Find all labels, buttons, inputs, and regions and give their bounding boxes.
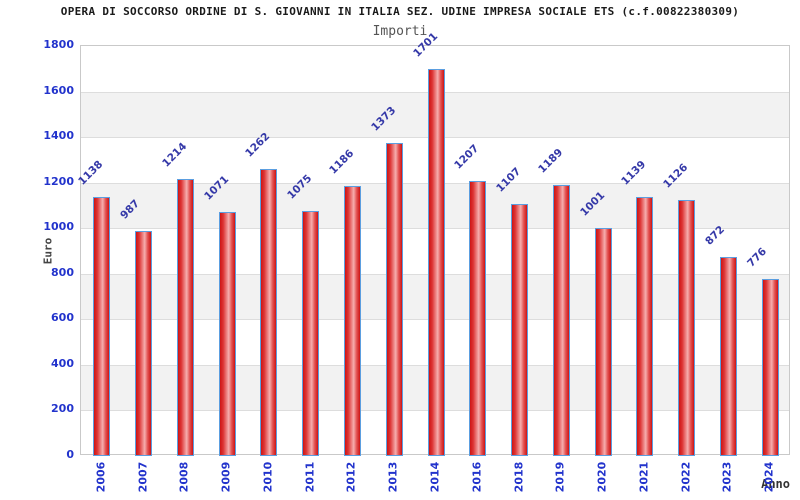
bar-2018 <box>511 203 529 456</box>
y-tick-label: 1400 <box>43 129 74 143</box>
bar-2007 <box>135 231 153 456</box>
x-tick-label: 2020 <box>595 461 609 493</box>
x-tick-label: 2011 <box>303 461 317 493</box>
y-axis-title: Euro <box>41 237 55 265</box>
y-tick-label: 0 <box>66 448 74 461</box>
x-tick-label: 2024 <box>762 461 776 493</box>
bar-2012 <box>343 185 361 456</box>
y-tick-label: 800 <box>51 265 74 279</box>
y-tick-label: 200 <box>51 402 74 416</box>
y-tick-label: 1600 <box>43 83 74 97</box>
bar-2021 <box>636 196 654 456</box>
x-tick-label: 2012 <box>344 461 358 493</box>
bar-2019 <box>552 185 570 456</box>
x-tick-label: 2014 <box>428 461 442 493</box>
chart-subtitle: Importi <box>372 24 428 39</box>
bar-2022 <box>678 199 696 456</box>
x-tick-label: 2022 <box>679 461 693 493</box>
x-tick-label: 2007 <box>136 461 150 493</box>
x-tick-label: 2023 <box>720 461 734 493</box>
bar-2013 <box>385 143 403 456</box>
x-tick-label: 2019 <box>553 461 567 493</box>
y-tick-label: 1000 <box>43 220 74 234</box>
y-tick-label: 1800 <box>43 38 74 51</box>
bar-2008 <box>176 179 194 456</box>
bar-2016 <box>469 181 487 456</box>
plot-area <box>80 45 790 456</box>
bar-2020 <box>594 227 612 456</box>
x-axis-title: Anno <box>761 477 790 491</box>
bar-2023 <box>719 257 737 456</box>
x-tick-label: 2010 <box>261 461 275 493</box>
x-tick-label: 2016 <box>470 461 484 493</box>
x-tick-label: 2009 <box>219 461 233 493</box>
y-tick-label: 1200 <box>43 174 74 188</box>
x-tick-label: 2021 <box>637 461 651 493</box>
bar-2024 <box>761 279 779 456</box>
bar-2010 <box>260 168 278 456</box>
bar-2009 <box>218 212 236 456</box>
y-tick-label: 600 <box>51 311 74 325</box>
bar-2011 <box>302 211 320 456</box>
chart-title: OPERA DI SOCCORSO ORDINE DI S. GIOVANNI … <box>60 5 740 18</box>
x-tick-label: 2006 <box>94 461 108 493</box>
x-tick-label: 2008 <box>177 461 191 493</box>
x-tick-label: 2013 <box>386 461 400 493</box>
bar-2006 <box>93 196 111 456</box>
y-tick-label: 400 <box>51 356 74 370</box>
x-tick-label: 2018 <box>512 461 526 493</box>
bar-2014 <box>427 68 445 456</box>
